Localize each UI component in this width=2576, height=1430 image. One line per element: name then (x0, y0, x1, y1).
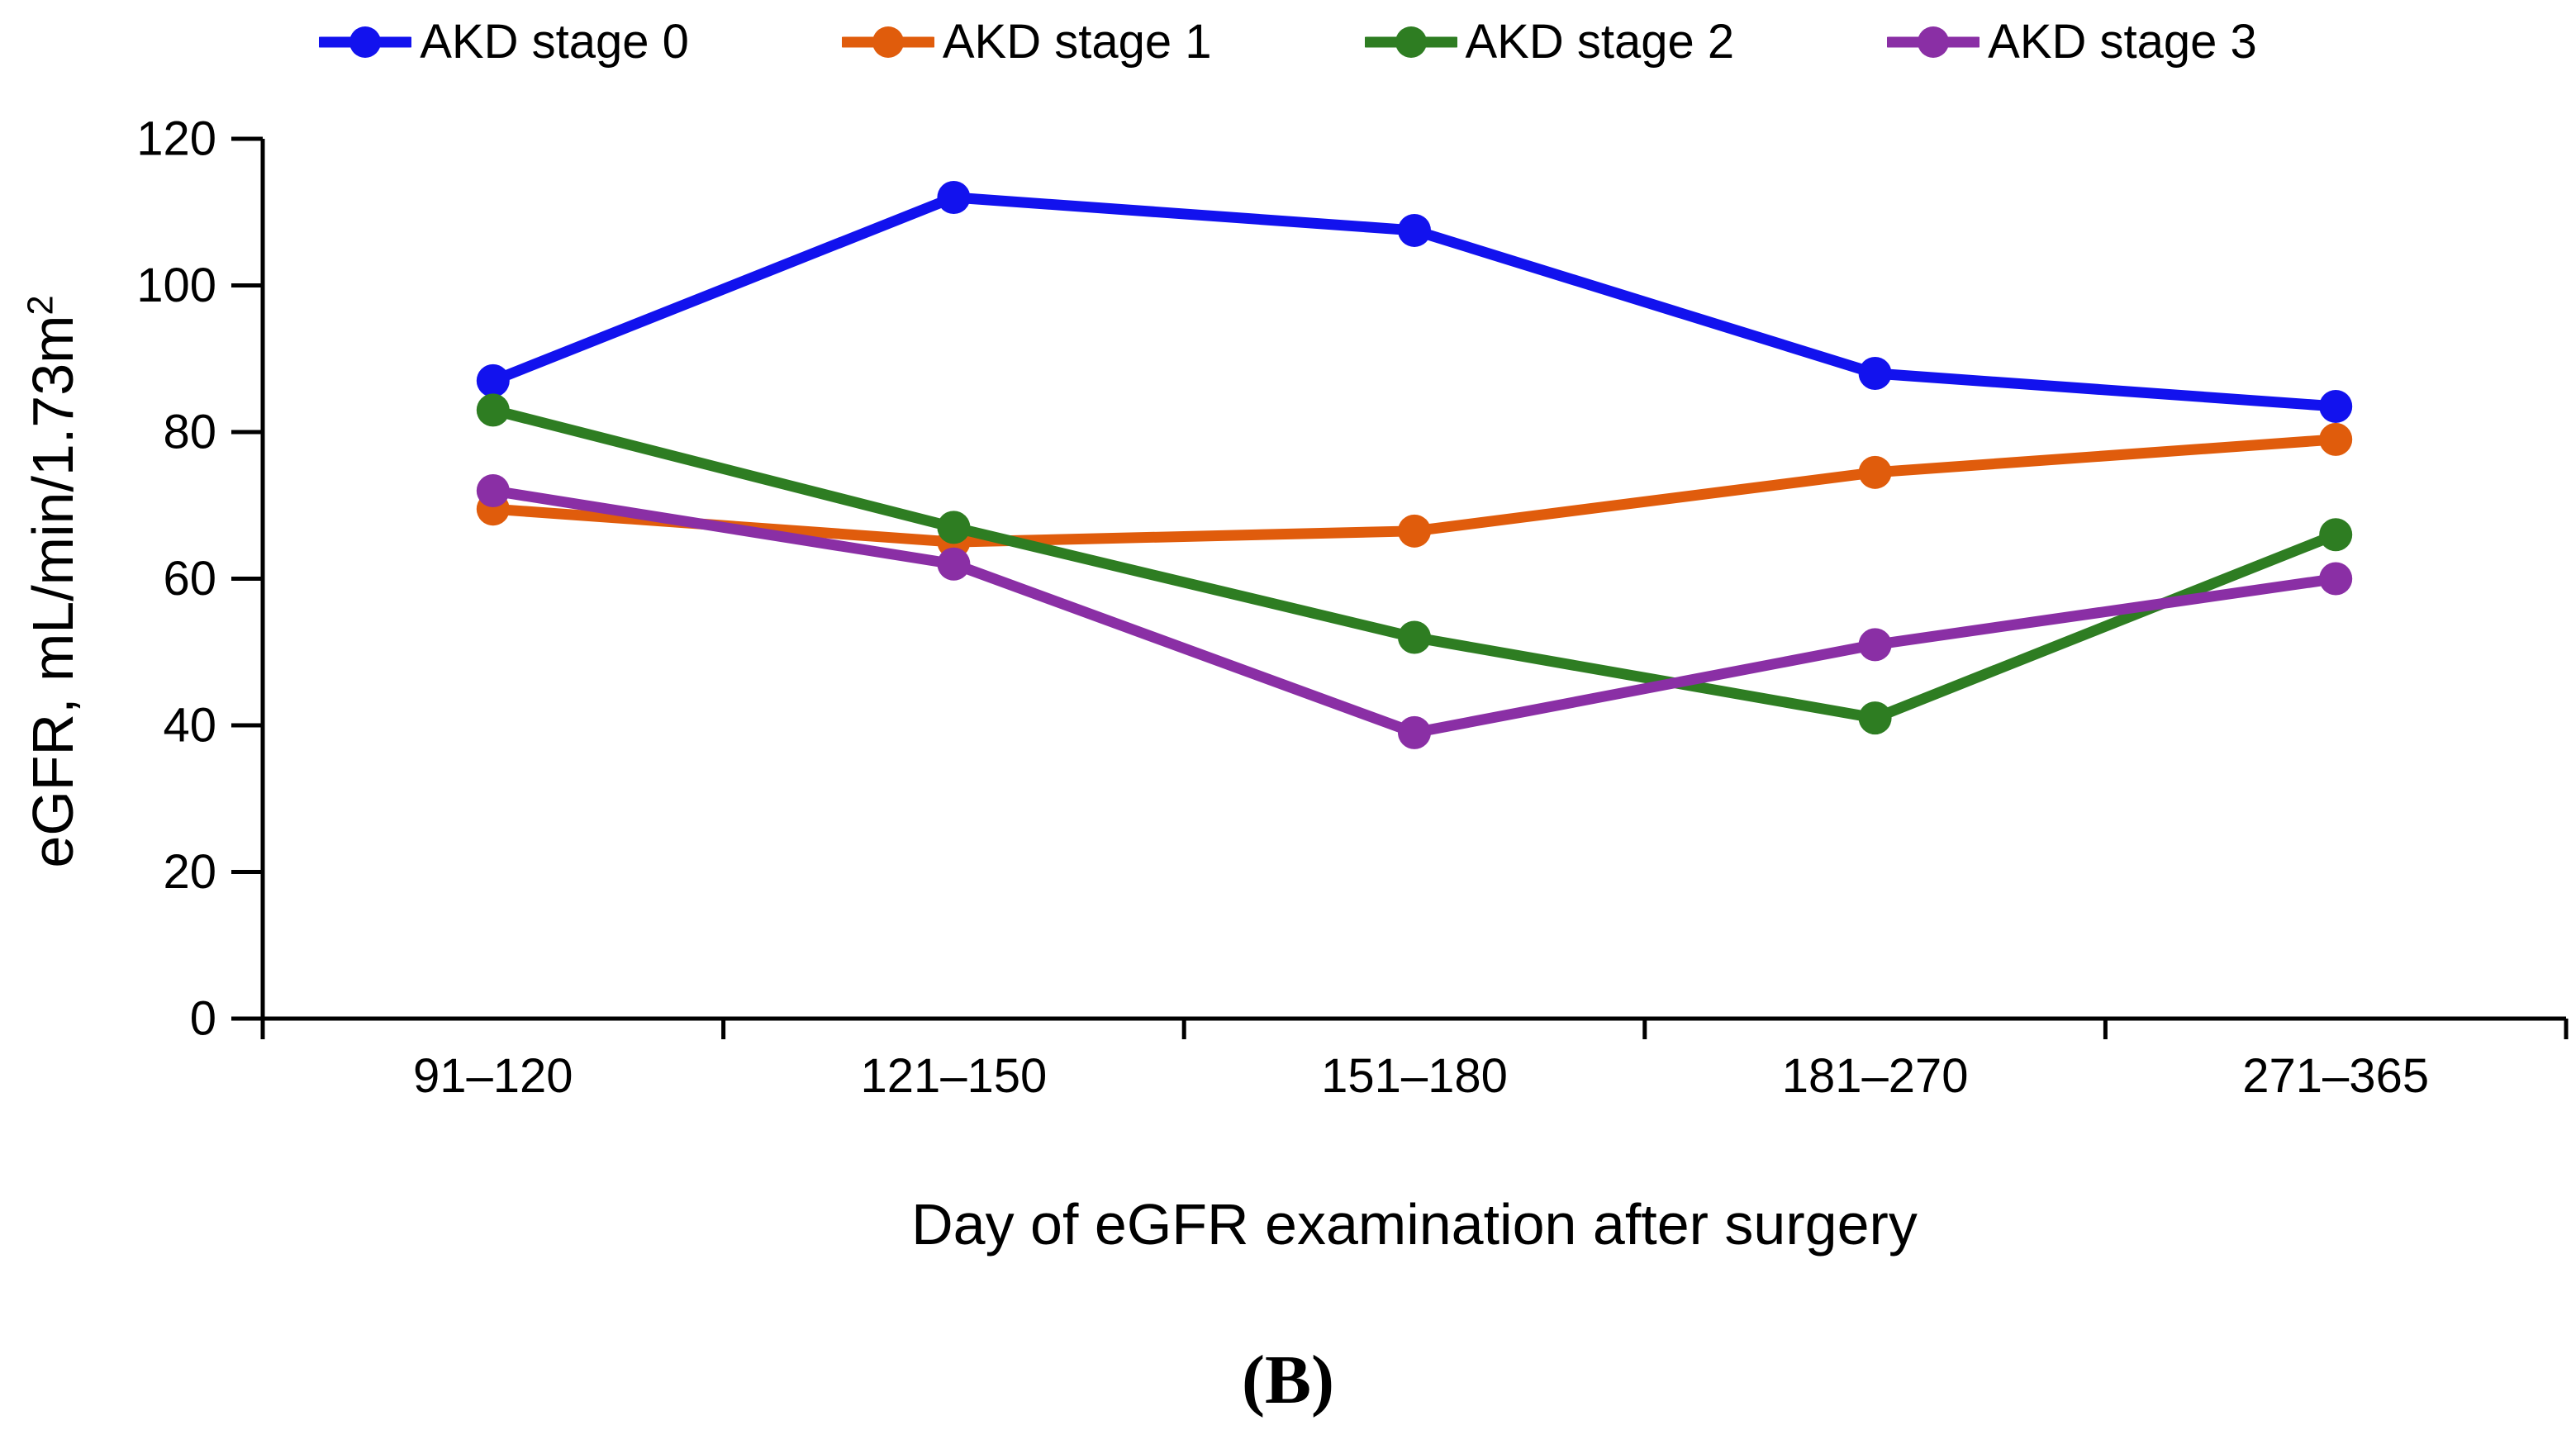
y-axis-title: eGFR, mL/min/1.73m2 (20, 295, 86, 867)
x-tick-label: 271–365 (2242, 1049, 2429, 1103)
data-point (2319, 518, 2353, 552)
axes (231, 136, 2569, 1039)
data-point (1398, 715, 1431, 749)
data-point (937, 511, 971, 544)
legend-item-akd-stage-2[interactable]: AKD stage 2 (1364, 13, 1735, 71)
series-layer (476, 181, 2353, 749)
series-akd-stage-3 (476, 474, 2353, 749)
legend-item-akd-stage-0[interactable]: AKD stage 0 (319, 13, 689, 71)
data-point (476, 393, 510, 427)
legend-marker-icon (319, 26, 412, 58)
legend-item-akd-stage-3[interactable]: AKD stage 3 (1887, 13, 2257, 71)
series-akd-stage-0 (476, 181, 2353, 423)
x-tick-label: 91–120 (413, 1049, 573, 1103)
legend-item-akd-stage-1[interactable]: AKD stage 1 (841, 13, 1212, 71)
data-point (1858, 628, 1892, 662)
data-point (937, 181, 971, 214)
data-point (1858, 455, 1892, 489)
legend-marker-icon (1887, 26, 1980, 58)
y-tick-label: 100 (136, 259, 216, 312)
y-axis-title-superscript: 2 (21, 295, 61, 316)
data-point (1398, 514, 1431, 548)
x-tick-label: 181–270 (1782, 1049, 1969, 1103)
data-point (1858, 701, 1892, 735)
legend: AKD stage 0 AKD stage 1 AKD stage 2 AKD … (0, 13, 2576, 71)
data-point (2319, 389, 2353, 423)
series-akd-stage-2 (476, 393, 2353, 735)
x-tick-label: 121–150 (860, 1049, 1047, 1103)
legend-label: AKD stage 0 (420, 15, 689, 69)
data-point (2319, 562, 2353, 596)
y-tick-label: 80 (163, 406, 216, 459)
x-tick-label: 151–180 (1321, 1049, 1508, 1103)
data-point (1398, 213, 1431, 247)
y-tick-label: 60 (163, 552, 216, 606)
legend-label: AKD stage 2 (1465, 15, 1735, 69)
y-tick-label: 20 (163, 845, 216, 899)
data-point (1398, 620, 1431, 654)
legend-marker-icon (1364, 26, 1457, 58)
figure-caption: (B) (1242, 1342, 1334, 1418)
legend-label: AKD stage 1 (942, 15, 1212, 69)
y-tick-label: 0 (190, 992, 216, 1046)
legend-label: AKD stage 3 (1988, 15, 2257, 69)
data-point (476, 363, 510, 397)
y-tick-label: 40 (163, 699, 216, 753)
tick-labels: 0 20 40 60 80 100 120 91–120 121–150 151–180 181–2… (136, 112, 2429, 1104)
y-axis-title-text: eGFR, mL/min/1.73m (21, 315, 85, 868)
y-tick-label: 120 (136, 112, 216, 166)
legend-marker-icon (841, 26, 934, 58)
data-point (937, 547, 971, 581)
data-point (476, 474, 510, 507)
data-point (1858, 357, 1892, 390)
x-axis-title: Day of eGFR examination after surgery (911, 1192, 1918, 1257)
data-point (2319, 422, 2353, 456)
